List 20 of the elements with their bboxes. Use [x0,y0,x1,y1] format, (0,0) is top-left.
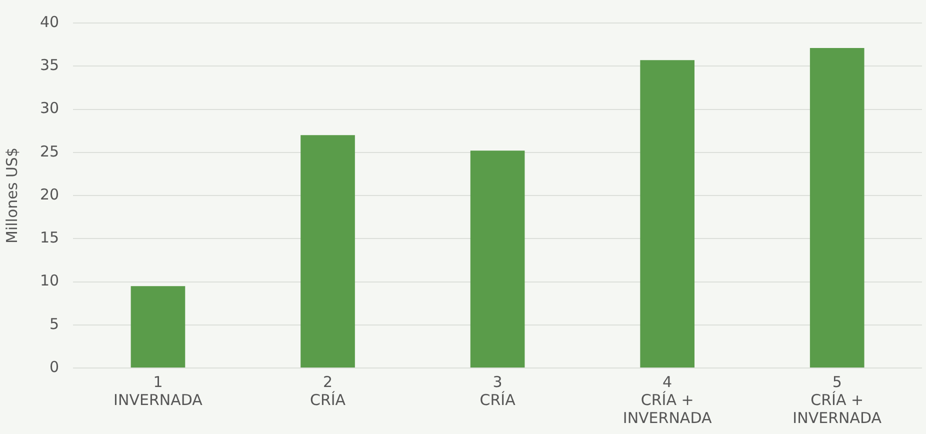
y-tick-label: 15 [40,228,60,247]
bar [130,286,186,368]
bar [300,135,355,368]
x-tick-label: 3 CRÍA [480,372,516,409]
y-axis-title: Millones US$ [2,148,21,244]
bar [470,150,525,368]
y-tick-label: 35 [40,56,60,74]
x-tick-label: 4 CRÍA + INVERNADA [622,372,712,427]
y-tick-label: 10 [40,272,60,290]
y-tick-label: 30 [40,99,60,118]
y-tick-label: 25 [40,142,60,160]
x-tick-label: 1 INVERNADA [114,372,204,409]
y-tick-label: 40 [40,12,60,31]
x-tick-label: 5 CRÍA + INVERNADA [792,372,882,427]
y-tick-label: 20 [40,185,60,204]
y-tick-label: 5 [50,314,60,333]
bar [640,60,694,368]
bar [810,48,864,368]
y-tick-label: 0 [50,358,60,376]
x-tick-label: 2 CRÍA [310,372,346,409]
